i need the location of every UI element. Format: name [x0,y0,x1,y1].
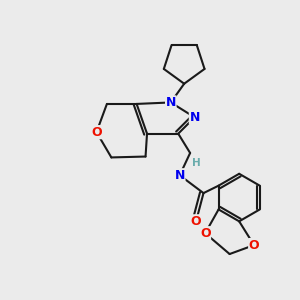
Text: O: O [191,215,201,228]
Text: O: O [91,126,102,139]
Text: N: N [166,96,176,109]
Text: H: H [192,158,200,168]
Text: N: N [175,169,185,182]
Text: N: N [189,111,200,124]
Text: O: O [249,238,259,252]
Text: O: O [200,227,211,240]
